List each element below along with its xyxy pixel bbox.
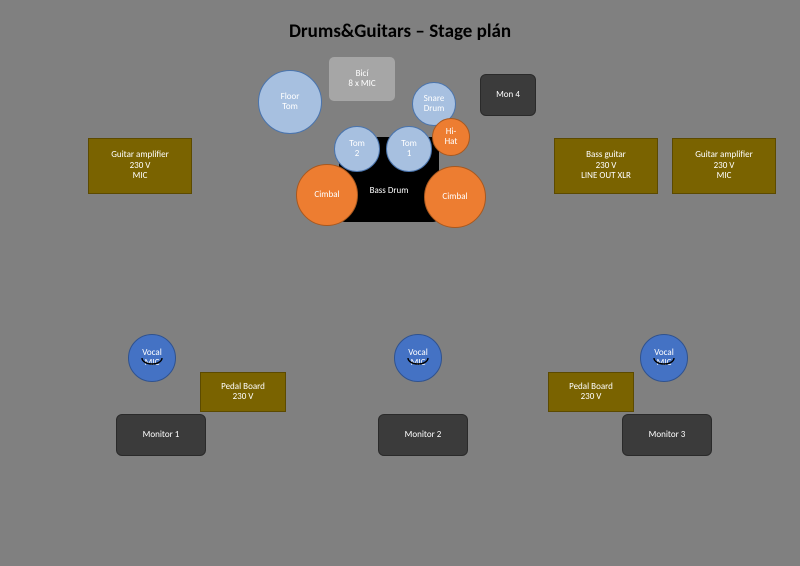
bass-drum-label: Bass Drum <box>339 183 439 199</box>
pedal-board-2: Pedal Board 230 V <box>548 372 634 412</box>
page-title: Drums&Guitars – Stage plán <box>0 20 800 43</box>
bici-box: Bicí 8 x MIC <box>328 56 396 102</box>
tom2: Tom 2 <box>334 126 380 172</box>
mon4: Mon 4 <box>480 74 536 116</box>
monitor-3: Monitor 3 <box>622 414 712 456</box>
bass-guitar: Bass guitar 230 V LINE OUT XLR <box>554 138 658 194</box>
monitor-2: Monitor 2 <box>378 414 468 456</box>
floor-tom: Floor Tom <box>258 70 322 134</box>
pedal-board-1: Pedal Board 230 V <box>200 372 286 412</box>
monitor-1: Monitor 1 <box>116 414 206 456</box>
hi-hat: Hi- Hat <box>432 118 470 156</box>
guitar-amp-right: Guitar amplifier 230 V MIC <box>672 138 776 194</box>
tom1: Tom 1 <box>386 126 432 172</box>
vocal-mic-3: Vocal MIC <box>640 334 688 382</box>
vocal-mic-2: Vocal MIC <box>394 334 442 382</box>
guitar-amp-left: Guitar amplifier 230 V MIC <box>88 138 192 194</box>
stage-plan: Drums&Guitars – Stage plán Floor TomBicí… <box>0 0 800 566</box>
arc-overlay <box>0 0 800 566</box>
vocal-mic-1: Vocal MIC <box>128 334 176 382</box>
